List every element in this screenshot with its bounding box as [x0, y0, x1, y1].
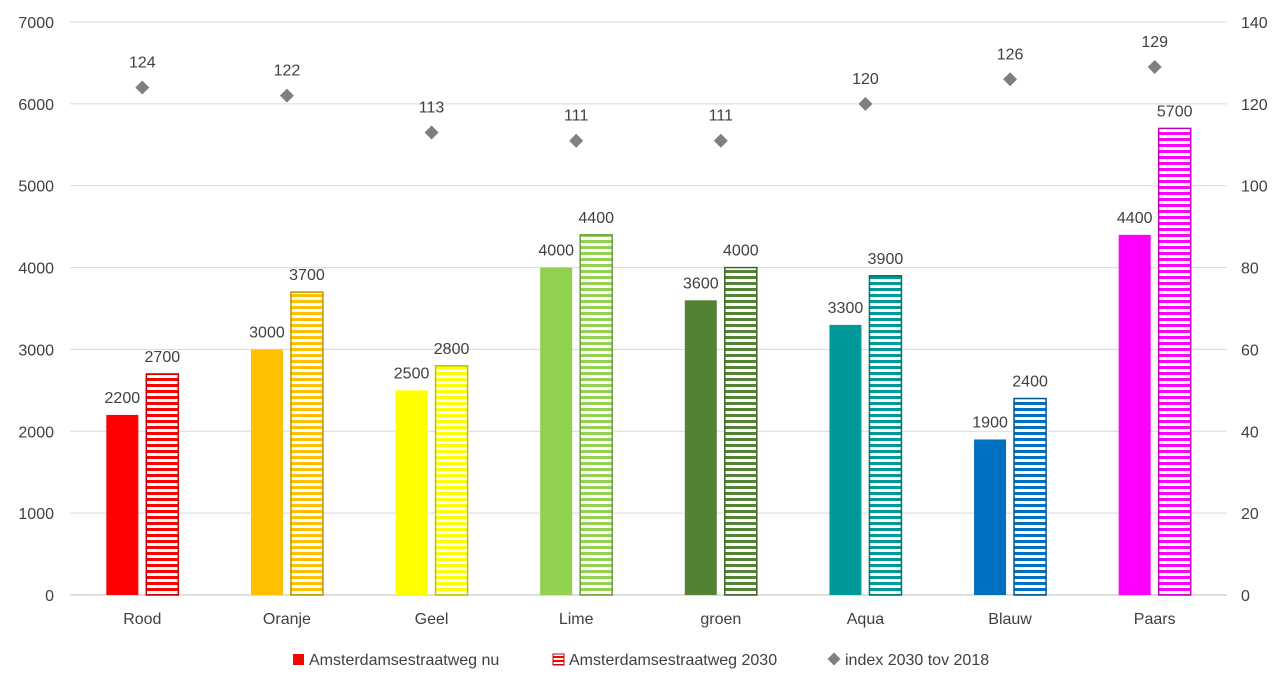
data-label-nu: 3600 [683, 275, 719, 292]
bars [106, 127, 1192, 596]
data-label-2030: 3900 [868, 251, 904, 268]
left-tick-label: 2000 [18, 424, 54, 441]
bar-blauw-nu [974, 439, 1007, 595]
right-tick-label: 60 [1241, 342, 1259, 359]
index-diamond-marker [279, 88, 294, 103]
bar-oranje-2030 [290, 291, 324, 596]
category-label: Geel [415, 611, 449, 628]
right-tick-label: 0 [1241, 588, 1250, 605]
left-tick-label: 1000 [18, 506, 54, 523]
legend-label-2030: Amsterdamsestraatweg 2030 [569, 652, 777, 669]
data-label-nu: 3000 [249, 324, 285, 341]
right-tick-label: 100 [1241, 179, 1268, 196]
legend-swatch-2030 [552, 653, 565, 666]
data-label-index: 120 [852, 71, 879, 88]
data-label-2030: 4400 [578, 210, 614, 227]
category-label: Blauw [988, 611, 1032, 628]
index-diamond-marker [135, 80, 150, 95]
index-diamond-marker [858, 96, 873, 111]
left-tick-label: 3000 [18, 342, 54, 359]
category-label: Aqua [847, 611, 884, 628]
category-label: Lime [559, 611, 594, 628]
left-tick-label: 0 [45, 588, 54, 605]
data-label-2030: 4000 [723, 243, 759, 260]
left-tick-label: 6000 [18, 97, 54, 114]
category-label: Rood [123, 611, 161, 628]
legend-label-nu: Amsterdamsestraatweg nu [309, 652, 499, 669]
data-label-nu: 1900 [972, 414, 1008, 431]
data-label-index: 122 [274, 63, 301, 80]
data-label-index: 126 [997, 46, 1024, 63]
bar-groen-nu [684, 300, 717, 595]
legend: Amsterdamsestraatweg nu Amsterdamsestraa… [293, 652, 989, 669]
left-axis-ticks: 0 1000 2000 3000 4000 5000 6000 7000 [18, 15, 54, 605]
bar-groen-2030 [724, 266, 758, 596]
data-label-nu: 2500 [394, 365, 430, 382]
right-tick-label: 80 [1241, 261, 1259, 278]
right-tick-label: 140 [1241, 15, 1268, 32]
data-label-2030: 5700 [1157, 103, 1193, 120]
data-label-index: 111 [709, 108, 733, 125]
category-axis-labels: Rood Oranje Geel Lime groen Aqua Blauw Paars [123, 611, 1175, 628]
bar-aqua-nu [829, 324, 862, 595]
bar-paars-2030 [1157, 127, 1192, 596]
gridlines [70, 21, 1227, 596]
data-label-index: 129 [1141, 34, 1168, 51]
data-label-2030: 3700 [289, 267, 325, 284]
bar-paars-nu [1118, 234, 1151, 596]
data-label-nu: 3300 [828, 300, 864, 317]
index-diamond-marker [1147, 60, 1162, 75]
bar-oranje-nu [250, 349, 283, 595]
data-labels: 2200270030003700250028004000440036004000… [105, 34, 1193, 431]
legend-diamond-icon [827, 652, 841, 666]
data-label-index: 111 [564, 108, 588, 125]
bar-geel-nu [395, 390, 428, 595]
right-tick-label: 120 [1241, 97, 1268, 114]
category-label: groen [700, 611, 741, 628]
data-label-nu: 4000 [538, 243, 574, 260]
bar-blauw-2030 [1013, 397, 1047, 596]
right-tick-label: 20 [1241, 506, 1259, 523]
category-label: Oranje [263, 611, 311, 628]
bar-lime-2030 [579, 234, 613, 596]
data-label-2030: 2800 [434, 341, 470, 358]
data-label-index: 124 [129, 54, 156, 71]
data-label-nu: 4400 [1117, 210, 1153, 227]
bar-geel-2030 [434, 365, 469, 596]
right-axis-ticks: 0 20 40 60 80 100 120 140 [1241, 15, 1268, 605]
bar-rood-2030 [145, 373, 180, 596]
data-label-2030: 2700 [145, 349, 181, 366]
legend-label-index: index 2030 tov 2018 [845, 652, 989, 669]
data-label-index: 113 [419, 100, 445, 117]
right-tick-label: 40 [1241, 424, 1259, 441]
data-label-nu: 2200 [105, 390, 141, 407]
left-tick-label: 4000 [18, 261, 54, 278]
bar-lime-nu [540, 267, 573, 595]
category-label: Paars [1134, 611, 1176, 628]
left-tick-label: 7000 [18, 15, 54, 32]
index-diamond-marker [1003, 72, 1018, 87]
bar-aqua-2030 [868, 275, 903, 596]
left-tick-label: 5000 [18, 179, 54, 196]
data-label-2030: 2400 [1012, 374, 1048, 391]
index-diamond-marker [713, 133, 728, 148]
legend-swatch-nu [293, 654, 304, 665]
index-markers [135, 60, 1162, 148]
bar-rood-nu [106, 414, 139, 595]
index-diamond-marker [424, 125, 439, 140]
index-diamond-marker [569, 133, 584, 148]
